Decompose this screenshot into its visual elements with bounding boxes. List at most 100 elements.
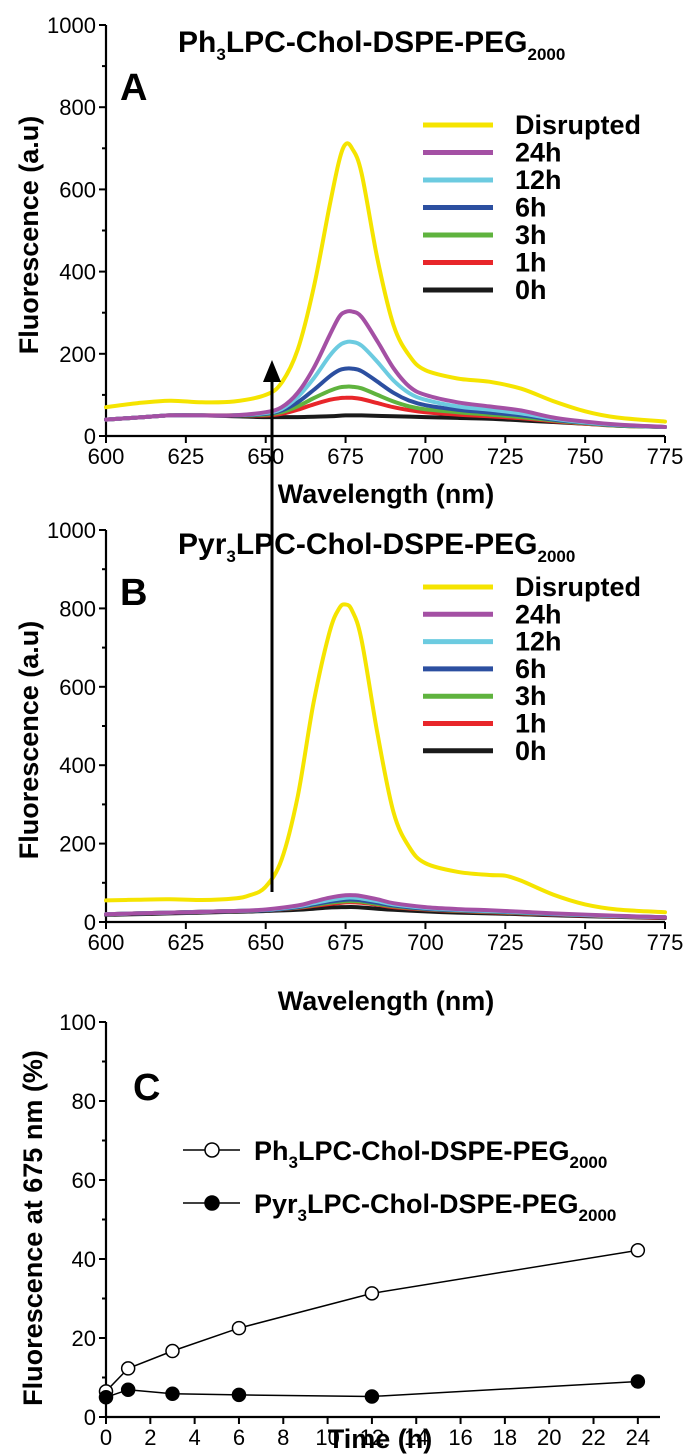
y-tick-label: 400	[59, 753, 96, 778]
legend-label-0h: 0h	[515, 736, 547, 766]
x-tick-label: 750	[567, 444, 604, 469]
y-axis-title-a: Fluorescence (a.u)	[14, 116, 44, 355]
legend-label-pyr3: Pyr3LPC-Chol-DSPE-PEG2000	[254, 1189, 616, 1225]
legend-label-ph3: Ph3LPC-Chol-DSPE-PEG2000	[254, 1136, 607, 1172]
legend-label-1h: 1h	[515, 709, 547, 739]
legend-marker-open-circle	[204, 1142, 220, 1158]
panel-letter-c: C	[133, 1067, 160, 1109]
y-tick-label: 80	[72, 1089, 96, 1114]
legend-label-12h: 12h	[515, 627, 562, 657]
y-tick-label: 0	[84, 910, 96, 935]
x-tick-label: 700	[407, 930, 444, 955]
x-tick-label: 16	[448, 1425, 472, 1450]
x-tick-label: 2	[144, 1425, 156, 1450]
legend-label-1h: 1h	[515, 248, 547, 278]
legend-label-3h: 3h	[515, 681, 547, 711]
y-tick-label: 60	[72, 1168, 96, 1193]
data-point-open	[165, 1343, 180, 1359]
data-point-filled	[165, 1386, 180, 1401]
x-tick-label: 22	[581, 1425, 605, 1450]
y-tick-label: 100	[59, 1010, 96, 1035]
x-tick-label: 0	[100, 1425, 112, 1450]
legend-label-24h: 24h	[515, 599, 562, 629]
x-tick-label: 650	[247, 930, 284, 955]
x-tick-label: 18	[493, 1425, 517, 1450]
x-tick-label: 600	[88, 930, 125, 955]
x-tick-label: 675	[327, 930, 364, 955]
panel-b: B Pyr3LPC-Chol-DSPE-PEG2000 Fluorescence…	[14, 360, 683, 1016]
y-tick-label: 200	[59, 832, 96, 857]
x-tick-label: 20	[537, 1425, 561, 1450]
panel-letter-b: B	[120, 572, 147, 614]
x-tick-label: 725	[487, 444, 524, 469]
series-line-disrupted	[104, 141, 667, 424]
x-axis-title-b: Wavelength (nm)	[278, 986, 495, 1016]
data-point-open	[231, 1320, 247, 1336]
data-point-filled	[630, 1374, 646, 1389]
x-tick-label: 600	[88, 444, 125, 469]
x-tick-label: 750	[567, 930, 604, 955]
panel-letter-a: A	[120, 67, 147, 109]
chart-title-a: Ph3LPC-Chol-DSPE-PEG2000	[178, 26, 565, 64]
x-tick-label: 24	[626, 1425, 650, 1450]
y-tick-label: 1000	[47, 518, 96, 543]
x-tick-label: 12	[360, 1425, 384, 1450]
data-point-open	[120, 1361, 136, 1376]
x-tick-label: 625	[167, 444, 204, 469]
x-tick-label: 10	[315, 1425, 339, 1450]
y-tick-label: 600	[59, 177, 96, 202]
up-arrow-head	[263, 360, 281, 382]
series-line-24h	[104, 308, 667, 429]
y-tick-label: 20	[72, 1326, 96, 1351]
x-axis-title-c: Time (h)	[328, 1424, 433, 1454]
up-arrow	[263, 360, 281, 892]
legend-label-disrupted: Disrupted	[515, 110, 641, 140]
legend-marker-filled-circle	[204, 1195, 220, 1211]
y-tick-label: 0	[84, 1405, 96, 1430]
data-point-open	[364, 1286, 380, 1301]
panel-c: C Fluorescence at 675 nm (%) Time (h) 0 2…	[18, 1010, 660, 1454]
y-axis-title-b: Fluorescence (a.u)	[14, 621, 44, 860]
x-tick-label: 775	[647, 930, 683, 955]
y-tick-label: 200	[59, 342, 96, 367]
x-tick-label: 700	[407, 444, 444, 469]
y-tick-label: 400	[59, 260, 96, 285]
legend-label-0h: 0h	[515, 275, 547, 305]
x-tick-label: 4	[189, 1425, 201, 1450]
data-point-open	[630, 1243, 646, 1258]
series-line-disrupted	[104, 602, 667, 915]
x-tick-label: 625	[167, 930, 204, 955]
data-point-filled	[98, 1390, 114, 1405]
legend-c: Ph3LPC-Chol-DSPE-PEG2000 Pyr3LPC-Chol-DS…	[183, 1136, 616, 1225]
plot-area-a: 600 625 650 675 700 725 750 775 0 200 400 600 800 100…	[47, 13, 683, 469]
y-axis-title-c: Fluorescence at 675 nm (%)	[18, 1050, 48, 1406]
chart-title-b: Pyr3LPC-Chol-DSPE-PEG2000	[178, 528, 575, 566]
panel-a: A Ph3LPC-Chol-DSPE-PEG2000 Fluorescence …	[14, 13, 683, 509]
y-tick-label: 1000	[47, 13, 96, 38]
plot-area-b: 600 625 650 675 700 725 750 775 0 200 400 600 800 100…	[47, 518, 683, 955]
x-tick-label: 675	[327, 444, 364, 469]
x-tick-label: 8	[277, 1425, 289, 1450]
x-tick-label: 725	[487, 930, 524, 955]
x-axis-title-a: Wavelength (nm)	[278, 479, 495, 509]
x-tick-label: 14	[404, 1425, 428, 1450]
y-tick-label: 800	[59, 95, 96, 120]
series-line-24h	[104, 893, 667, 920]
data-point-filled	[120, 1382, 136, 1397]
y-tick-label: 800	[59, 596, 96, 621]
series-line-c-0	[105, 1249, 638, 1392]
x-tick-label: 6	[233, 1425, 245, 1450]
legend-label-24h: 24h	[515, 138, 562, 168]
x-tick-label: 775	[647, 444, 683, 469]
y-tick-label: 0	[84, 424, 96, 449]
y-tick-label: 40	[72, 1247, 96, 1272]
y-tick-label: 600	[59, 675, 96, 700]
x-tick-label: 650	[247, 444, 284, 469]
legend-label-12h: 12h	[515, 165, 562, 195]
legend-label-6h: 6h	[515, 654, 547, 684]
legend-label-6h: 6h	[515, 193, 547, 223]
legend-label-3h: 3h	[515, 220, 547, 250]
